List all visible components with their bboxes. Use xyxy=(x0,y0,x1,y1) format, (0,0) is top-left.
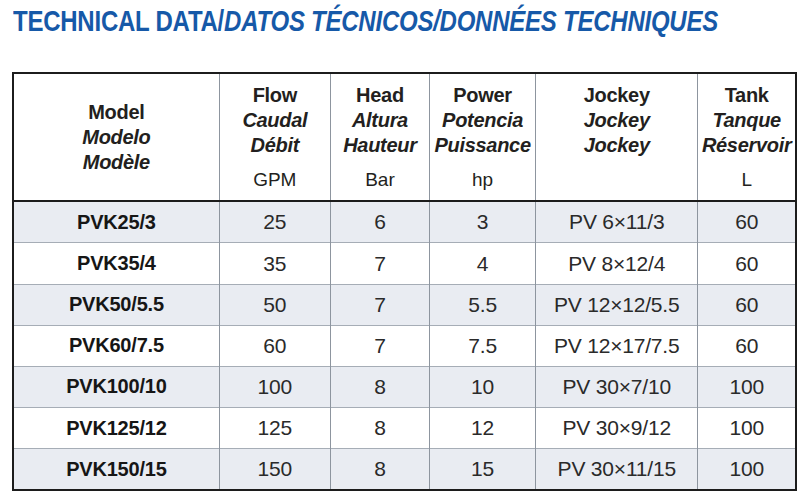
header-model: Model Modelo Modèle xyxy=(14,74,219,201)
table-row: PVK50/5.5 50 7 5.5 PV 12×12/5.5 60 xyxy=(14,284,795,325)
tank-cell: 60 xyxy=(698,325,795,366)
flow-cell: 50 xyxy=(219,284,330,325)
power-cell: 15 xyxy=(430,449,536,489)
flow-cell: 125 xyxy=(219,408,330,449)
flow-cell: 150 xyxy=(219,449,330,489)
technical-data-table-wrap: Model Modelo Modèle Flow Caudal Débit xyxy=(12,72,797,491)
model-cell: PVK100/10 xyxy=(14,366,219,407)
header-unit-bar: Bar xyxy=(331,167,429,200)
jockey-cell: PV 6×11/3 xyxy=(536,201,698,243)
jockey-cell: PV 30×9/12 xyxy=(536,408,698,449)
power-cell: 4 xyxy=(430,243,536,284)
flow-cell: 100 xyxy=(219,366,330,407)
model-cell: PVK150/15 xyxy=(14,449,219,489)
header-unit-l: L xyxy=(698,167,795,200)
power-cell: 10 xyxy=(430,366,536,407)
header-line: Jockey xyxy=(536,133,697,158)
table-row: PVK125/12 125 8 12 PV 30×9/12 100 xyxy=(14,408,795,449)
header-line: Caudal xyxy=(220,108,330,133)
jockey-cell: PV 12×12/5.5 xyxy=(536,284,698,325)
header-line: Potencia xyxy=(430,108,535,133)
header-line: Altura xyxy=(331,108,429,133)
head-cell: 7 xyxy=(330,284,429,325)
jockey-cell: PV 8×12/4 xyxy=(536,243,698,284)
table-row: PVK35/4 35 7 4 PV 8×12/4 60 xyxy=(14,243,795,284)
jockey-cell: PV 30×7/10 xyxy=(536,366,698,407)
header-line: Modèle xyxy=(14,150,219,175)
title-normal: TECHNICAL DATA/ xyxy=(13,4,224,37)
header-line: Power xyxy=(430,83,535,108)
table-row: PVK150/15 150 8 15 PV 30×11/15 100 xyxy=(14,449,795,489)
header-line: Tank xyxy=(698,83,795,108)
header-tank: Tank Tanque Réservoir L xyxy=(698,74,795,201)
technical-data-table: Model Modelo Modèle Flow Caudal Débit xyxy=(14,74,795,489)
header-unit-gpm: GPM xyxy=(220,167,330,200)
header-line: Puissance xyxy=(430,133,535,158)
jockey-cell: PV 30×11/15 xyxy=(536,449,698,489)
jockey-cell: PV 12×17/7.5 xyxy=(536,325,698,366)
header-unit-hp: hp xyxy=(430,167,535,200)
power-cell: 7.5 xyxy=(430,325,536,366)
table-row: PVK60/7.5 60 7 7.5 PV 12×17/7.5 60 xyxy=(14,325,795,366)
head-cell: 7 xyxy=(330,243,429,284)
head-cell: 8 xyxy=(330,449,429,489)
tank-cell: 100 xyxy=(698,408,795,449)
power-cell: 12 xyxy=(430,408,536,449)
power-cell: 3 xyxy=(430,201,536,243)
header-line: Modelo xyxy=(14,125,219,150)
tank-cell: 60 xyxy=(698,243,795,284)
header-line: Head xyxy=(331,83,429,108)
head-cell: 8 xyxy=(330,408,429,449)
model-cell: PVK35/4 xyxy=(14,243,219,284)
head-cell: 7 xyxy=(330,325,429,366)
model-cell: PVK60/7.5 xyxy=(14,325,219,366)
header-line: Jockey xyxy=(536,83,697,108)
power-cell: 5.5 xyxy=(430,284,536,325)
title-italic: DATOS TÉCNICOS/DONNÉES TECHNIQUES xyxy=(224,4,718,37)
header-line: Hauteur xyxy=(331,133,429,158)
tank-cell: 100 xyxy=(698,366,795,407)
header-line: Débit xyxy=(220,133,330,158)
head-cell: 6 xyxy=(330,201,429,243)
table-row: PVK100/10 100 8 10 PV 30×7/10 100 xyxy=(14,366,795,407)
header-jockey: Jockey Jockey Jockey xyxy=(536,74,698,201)
table-row: PVK25/3 25 6 3 PV 6×11/3 60 xyxy=(14,201,795,243)
header-head: Head Altura Hauteur Bar xyxy=(330,74,429,201)
tank-cell: 100 xyxy=(698,449,795,489)
header-line: Jockey xyxy=(536,108,697,133)
model-cell: PVK125/12 xyxy=(14,408,219,449)
header-line: Model xyxy=(14,100,219,125)
flow-cell: 35 xyxy=(219,243,330,284)
model-cell: PVK25/3 xyxy=(14,201,219,243)
header-row: Model Modelo Modèle Flow Caudal Débit xyxy=(14,74,795,201)
model-cell: PVK50/5.5 xyxy=(14,284,219,325)
flow-cell: 60 xyxy=(219,325,330,366)
header-line: Flow xyxy=(220,83,330,108)
datasheet-page: TECHNICAL DATA/DATOS TÉCNICOS/DONNÉES TE… xyxy=(0,0,808,498)
header-power: Power Potencia Puissance hp xyxy=(430,74,536,201)
header-flow: Flow Caudal Débit GPM xyxy=(219,74,330,201)
tank-cell: 60 xyxy=(698,201,795,243)
header-line: Réservoir xyxy=(698,133,795,158)
header-line: Tanque xyxy=(698,108,795,133)
header-unit-empty xyxy=(536,167,697,200)
head-cell: 8 xyxy=(330,366,429,407)
flow-cell: 25 xyxy=(219,201,330,243)
tank-cell: 60 xyxy=(698,284,795,325)
page-title: TECHNICAL DATA/DATOS TÉCNICOS/DONNÉES TE… xyxy=(13,4,718,38)
